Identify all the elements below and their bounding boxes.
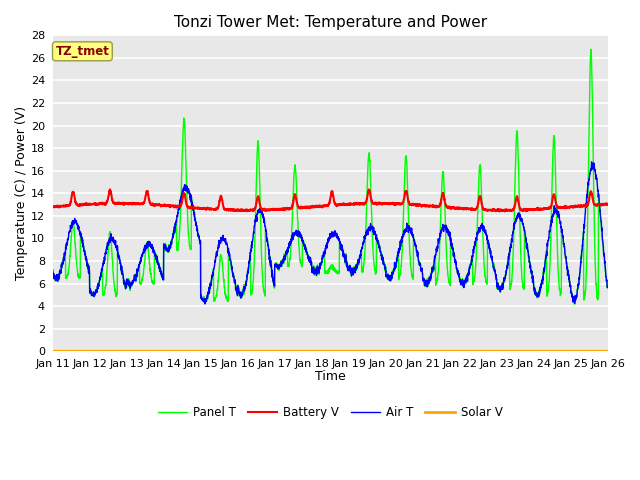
Panel T bbox=[533, 291, 541, 297]
Panel T bbox=[262, 226, 269, 232]
Solar V bbox=[49, 348, 56, 354]
Panel T bbox=[49, 267, 56, 273]
Line: Battery V: Battery V bbox=[52, 190, 607, 212]
Battery V bbox=[533, 206, 541, 212]
Air T bbox=[533, 290, 541, 296]
Panel T bbox=[112, 291, 120, 297]
Text: TZ_tmet: TZ_tmet bbox=[56, 45, 109, 58]
Battery V bbox=[496, 209, 504, 215]
Solar V bbox=[145, 348, 153, 354]
Air T bbox=[262, 227, 269, 232]
Solar V bbox=[533, 348, 541, 354]
Air T bbox=[201, 301, 209, 307]
Solar V bbox=[262, 348, 269, 354]
Panel T bbox=[593, 295, 601, 300]
Solar V bbox=[593, 348, 600, 354]
Panel T bbox=[587, 47, 595, 52]
Solar V bbox=[112, 348, 120, 354]
Air T bbox=[145, 243, 153, 249]
Battery V bbox=[49, 204, 56, 210]
Air T bbox=[604, 285, 611, 290]
Solar V bbox=[604, 348, 611, 354]
Battery V bbox=[112, 200, 120, 206]
Panel T bbox=[285, 258, 293, 264]
Line: Panel T: Panel T bbox=[52, 49, 607, 304]
Solar V bbox=[285, 348, 293, 354]
Battery V bbox=[145, 197, 153, 203]
Air T bbox=[286, 239, 294, 245]
Air T bbox=[49, 267, 56, 273]
Y-axis label: Temperature (C) / Power (V): Temperature (C) / Power (V) bbox=[15, 106, 28, 280]
Air T bbox=[112, 244, 120, 250]
Line: Air T: Air T bbox=[52, 162, 607, 304]
Legend: Panel T, Battery V, Air T, Solar V: Panel T, Battery V, Air T, Solar V bbox=[153, 401, 508, 424]
Air T bbox=[588, 159, 595, 165]
Air T bbox=[593, 179, 601, 184]
Battery V bbox=[593, 202, 601, 208]
Panel T bbox=[571, 301, 579, 307]
Panel T bbox=[604, 283, 611, 288]
Battery V bbox=[106, 187, 114, 192]
Battery V bbox=[604, 201, 611, 207]
Panel T bbox=[145, 254, 153, 260]
Battery V bbox=[262, 207, 269, 213]
Title: Tonzi Tower Met: Temperature and Power: Tonzi Tower Met: Temperature and Power bbox=[173, 15, 486, 30]
X-axis label: Time: Time bbox=[315, 371, 346, 384]
Battery V bbox=[286, 206, 294, 212]
